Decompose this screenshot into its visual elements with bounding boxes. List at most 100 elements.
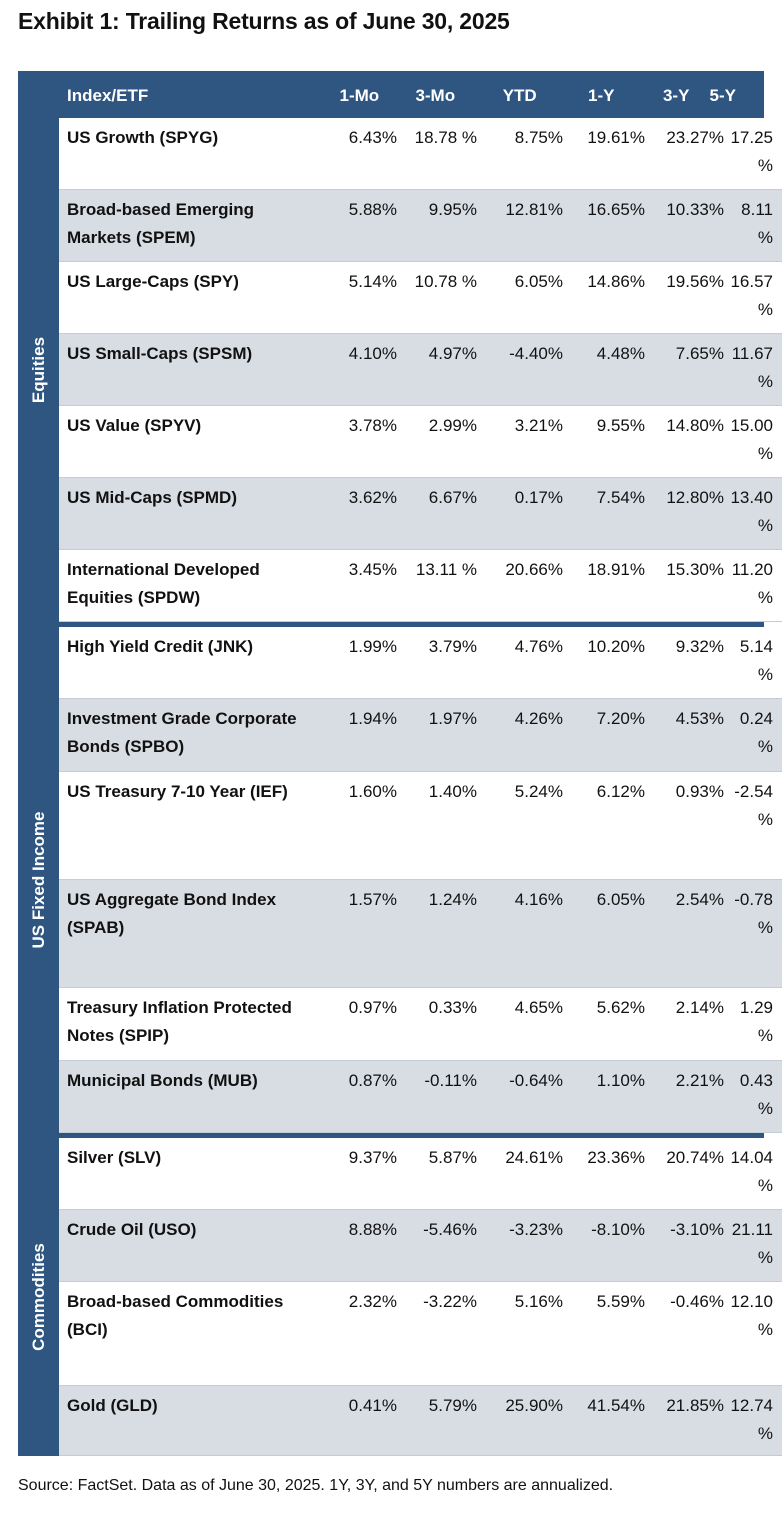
section-fixed-income: US Fixed Income High Yield Credit (JNK) 1.… [18, 627, 782, 1133]
cell-5y: 8.11 % [741, 200, 773, 247]
cell-5y: 17.25 % [730, 128, 773, 175]
table-row: Municipal Bonds (MUB) 0.87% -0.11% -0.64% 1.… [59, 1061, 782, 1133]
col-header-ytd: YTD [502, 86, 537, 105]
cell-1y: 23.36% [587, 1148, 645, 1167]
table-row: Investment Grade Corporate Bonds (SPBO) 1… [59, 699, 782, 772]
table-row: International Developed Equities (SPDW) 3… [59, 550, 782, 622]
cell-1mo: 3.78% [348, 416, 397, 435]
cell-3mo: 1.97% [428, 709, 477, 728]
cell-ytd: 0.17% [514, 488, 563, 507]
section-label-bar: Commodities [18, 1138, 59, 1456]
cell-5y: -2.54 % [734, 782, 773, 829]
col-header-1y: 1-Y [588, 86, 615, 105]
cell-3mo: -0.11% [424, 1071, 477, 1090]
cell-3y: 20.74% [666, 1148, 724, 1167]
table-row: Silver (SLV) 9.37% 5.87% 24.61% 23.36% 20.74%… [59, 1138, 782, 1210]
cell-ytd: 5.16% [514, 1292, 563, 1311]
section-divider [18, 622, 764, 627]
cell-ytd: 4.16% [514, 890, 563, 909]
cell-1y: 19.61% [587, 128, 645, 147]
cell-3mo: 0.33% [428, 998, 477, 1017]
cell-1mo: 2.32% [348, 1292, 397, 1311]
cell-3y: 15.30% [666, 560, 724, 579]
cell-1mo: 1.99% [348, 637, 397, 656]
row-index-name: US Growth (SPYG) [67, 128, 219, 147]
cell-ytd: 4.76% [514, 637, 563, 656]
section-commodities: Commodities Silver (SLV) 9.37% 5.87% 24.61% 2… [18, 1138, 782, 1456]
cell-5y: 12.10 % [730, 1292, 773, 1339]
col-header-5y: 5-Y [709, 86, 737, 105]
cell-3mo: 10.78 % [414, 272, 477, 291]
table-row: US Treasury 7-10 Year (IEF) 1.60% 1.40% 5.2… [59, 772, 782, 880]
cell-1mo: 9.37% [348, 1148, 397, 1167]
row-index-name: US Small-Caps (SPSM) [67, 344, 253, 363]
cell-ytd: 8.75% [514, 128, 563, 147]
row-index-name: US Aggregate Bond Index (SPAB) [67, 890, 277, 937]
cell-1y: 10.20% [587, 637, 645, 656]
header-side-cell [18, 74, 59, 118]
row-index-name: International Developed Equities (SPDW) [67, 560, 260, 607]
row-index-name: US Treasury 7-10 Year (IEF) [67, 782, 288, 801]
cell-1mo: 8.88% [348, 1220, 397, 1239]
cell-1mo: 1.57% [348, 890, 397, 909]
cell-3mo: 1.40% [428, 782, 477, 801]
cell-1mo: 1.94% [348, 709, 397, 728]
cell-3y: 2.14% [675, 998, 724, 1017]
row-index-name: Silver (SLV) [67, 1148, 162, 1167]
cell-3y: 23.27% [666, 128, 724, 147]
section-label: US Fixed Income [28, 811, 48, 949]
cell-1y: 16.65% [587, 200, 645, 219]
row-index-name: US Mid-Caps (SPMD) [67, 488, 237, 507]
col-header-1mo: 1-Mo [339, 86, 380, 105]
cell-3y: 14.80% [666, 416, 724, 435]
cell-3y: 10.33% [666, 200, 724, 219]
cell-ytd: 6.05% [514, 272, 563, 291]
cell-5y: 21.11 % [731, 1220, 773, 1267]
cell-3y: 19.56% [666, 272, 724, 291]
cell-5y: 0.24 % [739, 709, 773, 756]
section-rows: Silver (SLV) 9.37% 5.87% 24.61% 23.36% 20.74%… [59, 1138, 782, 1456]
cell-3y: -3.10% [670, 1220, 724, 1239]
cell-3mo: 4.97% [428, 344, 477, 363]
section-label: Commodities [28, 1243, 48, 1351]
table-header: Index/ETF 1-Mo 3-Mo YTD 1-Y 3-Y 5-Y [18, 74, 764, 118]
table-row: US Aggregate Bond Index (SPAB) 1.57% 1.24%… [59, 880, 782, 988]
source-footnote: Source: FactSet. Data as of June 30, 202… [18, 1477, 614, 1494]
cell-ytd: 24.61% [505, 1148, 563, 1167]
cell-1mo: 5.14% [348, 272, 397, 291]
cell-1y: 1.10% [596, 1071, 645, 1090]
cell-3mo: 3.79% [428, 637, 477, 656]
row-index-name: Crude Oil (USO) [67, 1220, 197, 1239]
section-rows: US Growth (SPYG) 6.43% 18.78 % 8.75% 19.61% 2… [59, 118, 782, 622]
col-header-index: Index/ETF [67, 86, 149, 105]
cell-3mo: 13.11 % [415, 560, 477, 579]
table-body: Equities US Growth (SPYG) 6.43% 18.78 % 8.75… [18, 118, 782, 1456]
cell-1mo: 3.45% [348, 560, 397, 579]
cell-3y: 12.80% [666, 488, 724, 507]
section-label: Equities [28, 336, 48, 404]
row-index-name: US Large-Caps (SPY) [67, 272, 239, 291]
table-row: US Large-Caps (SPY) 5.14% 10.78 % 6.05% 14.8… [59, 262, 782, 334]
section-equities: Equities US Growth (SPYG) 6.43% 18.78 % 8.75… [18, 118, 782, 622]
row-index-name: Investment Grade Corporate Bonds (SPBO) [67, 709, 297, 756]
exhibit-title: Exhibit 1: Trailing Returns as of June 3… [18, 8, 510, 34]
row-index-name: Municipal Bonds (MUB) [67, 1071, 258, 1090]
cell-ytd: 4.26% [514, 709, 563, 728]
cell-1mo: 0.97% [348, 998, 397, 1017]
cell-1y: 9.55% [596, 416, 645, 435]
cell-1mo: 4.10% [348, 344, 397, 363]
col-header-3mo: 3-Mo [415, 86, 456, 105]
row-index-name: Gold (GLD) [67, 1396, 158, 1415]
cell-5y: 1.29 % [739, 998, 773, 1045]
table-row: US Mid-Caps (SPMD) 3.62% 6.67% 0.17% 7.54% 12… [59, 478, 782, 550]
cell-3mo: 9.95% [428, 200, 477, 219]
cell-3y: 9.32% [675, 637, 724, 656]
cell-3mo: 1.24% [428, 890, 477, 909]
cell-ytd: 3.21% [514, 416, 563, 435]
cell-3mo: 5.87% [428, 1148, 477, 1167]
table-row: US Small-Caps (SPSM) 4.10% 4.97% -4.40% 4.48… [59, 334, 782, 406]
cell-1mo: 6.43% [348, 128, 397, 147]
cell-ytd: -0.64% [509, 1071, 563, 1090]
cell-5y: 14.04 % [730, 1148, 773, 1195]
cell-1mo: 1.60% [348, 782, 397, 801]
